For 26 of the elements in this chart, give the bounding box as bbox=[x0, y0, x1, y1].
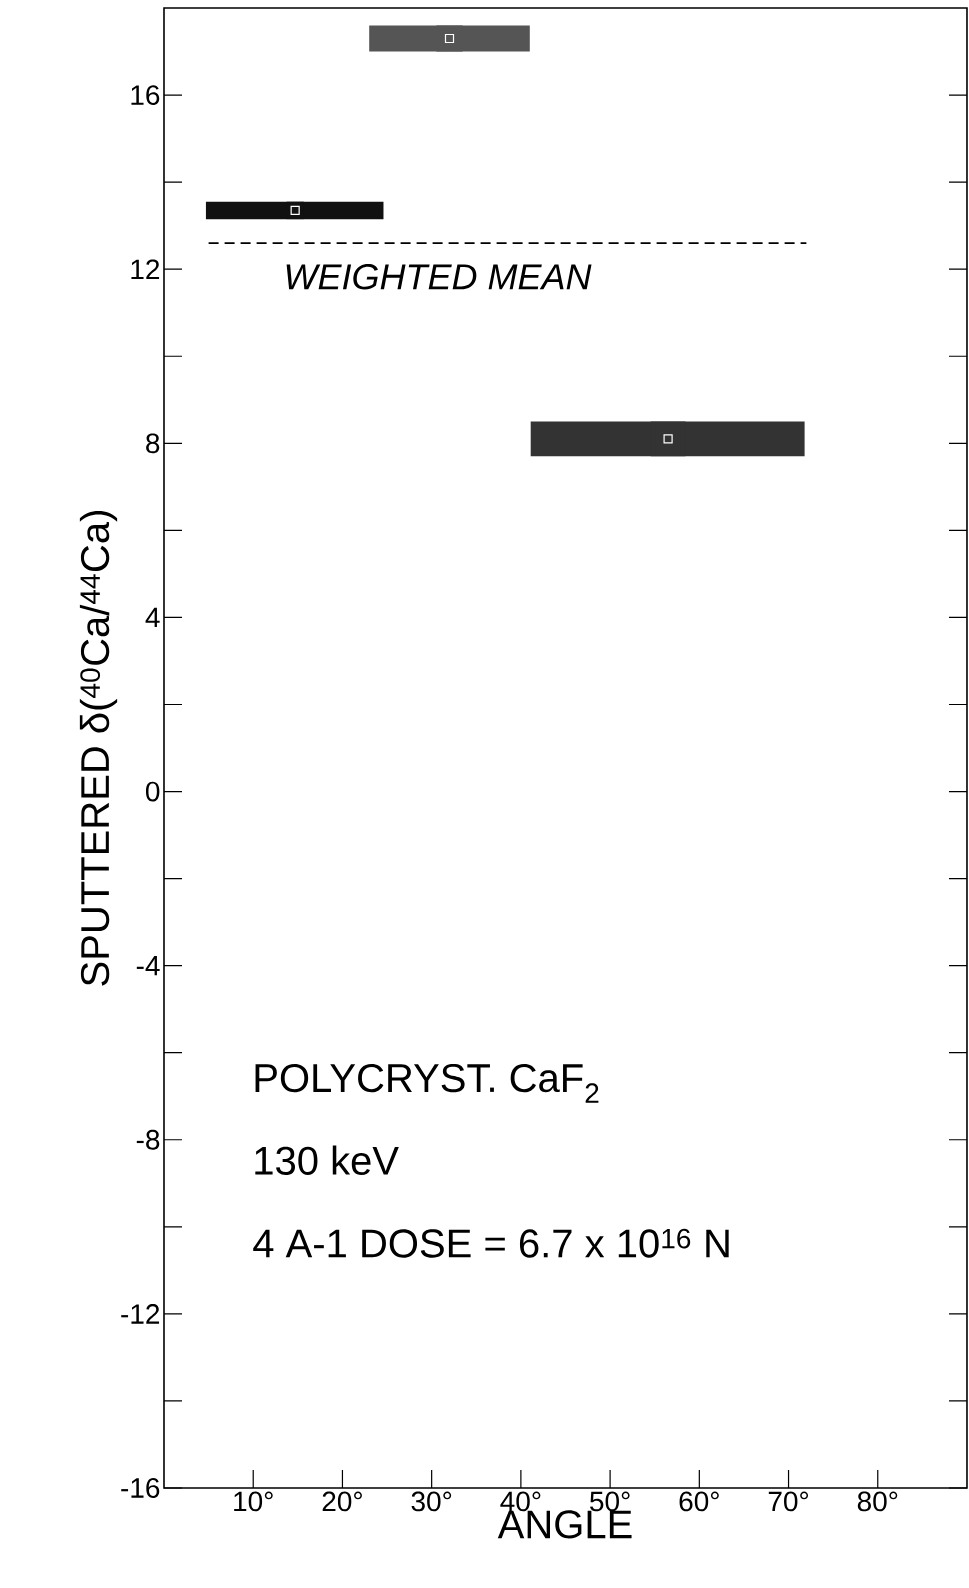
x-tick-label: 10° bbox=[234, 1491, 273, 1512]
x-axis-title: ANGLE bbox=[497, 1510, 632, 1539]
annotation: 4 A-1 DOSE = 6.7 x 10$^{16}$ N bbox=[253, 1228, 729, 1258]
x-tick-label: 20° bbox=[322, 1491, 362, 1512]
annotation: 130 keV bbox=[255, 1145, 399, 1175]
y-tick-label: 0 bbox=[145, 781, 160, 802]
y-tick-label: -16 bbox=[121, 1478, 160, 1498]
y-tick-label: 4 bbox=[145, 607, 160, 628]
y-axis-title: SPUTTERED δ($^{40}$Ca/$^{44}$Ca) bbox=[79, 511, 118, 986]
point bbox=[444, 33, 455, 44]
point bbox=[663, 434, 673, 444]
y-tick-label: -8 bbox=[136, 1129, 160, 1150]
x-tick-label: 80° bbox=[857, 1491, 898, 1512]
x-tick-label: 40° bbox=[500, 1491, 541, 1512]
x-tick-label: 60° bbox=[679, 1491, 719, 1512]
point bbox=[290, 205, 300, 216]
x-tick-label: 50° bbox=[590, 1491, 630, 1512]
ref-line-label: WEIGHTED MEAN bbox=[286, 264, 592, 290]
x-tick-label: 70° bbox=[768, 1491, 809, 1512]
x-tick-label: 30° bbox=[411, 1491, 452, 1512]
y-tick-label: 8 bbox=[146, 433, 160, 454]
y-tick-label: -4 bbox=[136, 956, 160, 976]
y-tick-label: 16 bbox=[131, 85, 160, 105]
y-tick-label: -12 bbox=[121, 1304, 160, 1324]
y-tick-label: 12 bbox=[131, 259, 160, 279]
annotation: POLYCRYST. CaF$_{2}$ bbox=[255, 1063, 599, 1103]
